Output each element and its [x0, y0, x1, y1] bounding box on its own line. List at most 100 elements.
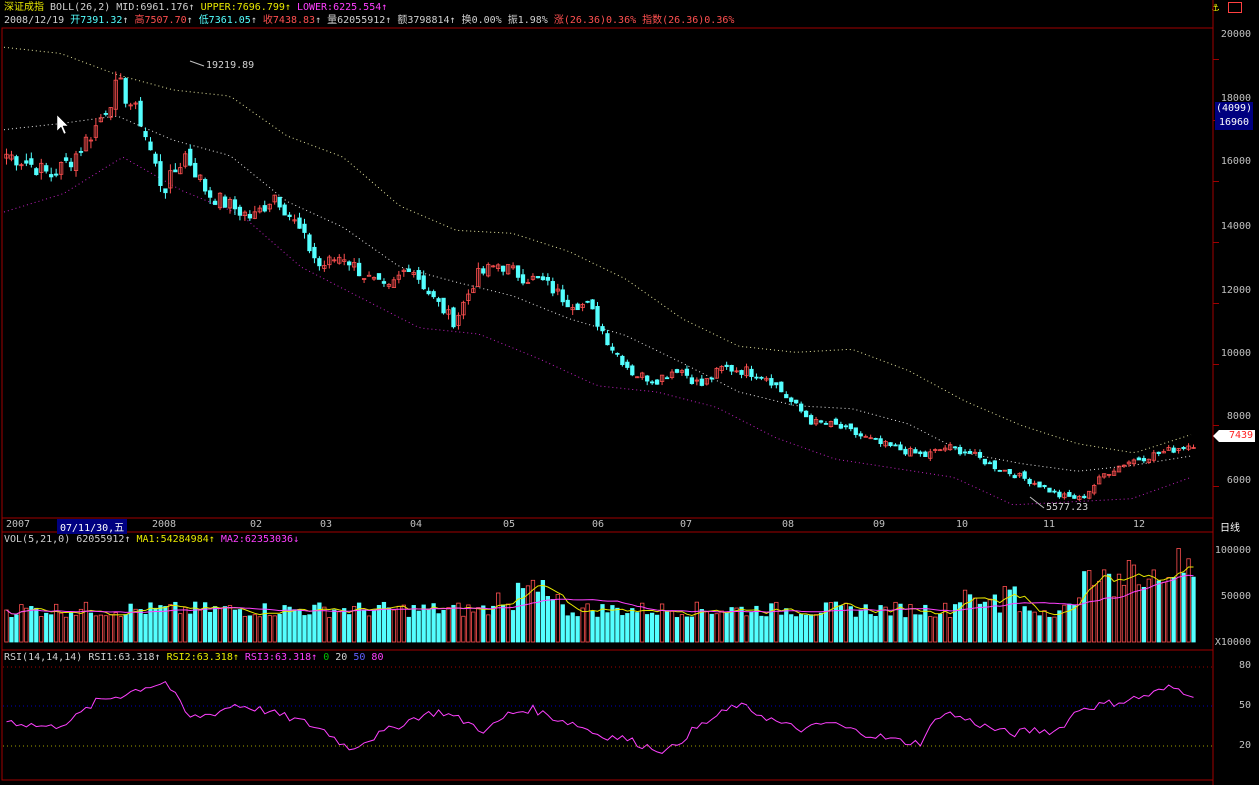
volume-bar — [237, 609, 243, 643]
candle-up — [714, 367, 719, 379]
candle-up — [257, 207, 262, 213]
candle-down — [684, 368, 690, 376]
x-label-07: 07 — [680, 519, 693, 530]
volume-bar — [44, 612, 49, 643]
candle-down — [833, 418, 839, 425]
volume-bar — [128, 603, 133, 643]
volume-bar — [178, 613, 183, 643]
candlesticks — [4, 71, 1196, 501]
volume-bar — [1176, 548, 1181, 643]
boll-mid: MID:6961.176 — [116, 2, 189, 13]
volume-ma2-line — [6, 574, 1194, 615]
volume-bar — [491, 605, 496, 643]
volume-bar — [1131, 564, 1137, 643]
candle-down — [436, 298, 441, 302]
candle-down — [287, 214, 292, 217]
volume-bar — [977, 603, 983, 643]
candle-up — [466, 293, 471, 301]
candle-up — [471, 288, 476, 294]
volume-header: VOL(5,21,0) 62055912↑ MA1:54284984↑ MA2:… — [4, 534, 300, 545]
volume-bar — [287, 606, 292, 643]
candle-down — [575, 303, 580, 311]
volume-bar — [302, 615, 307, 643]
candle-up — [322, 265, 327, 269]
candle-up — [1101, 473, 1107, 478]
volume-bar — [401, 604, 406, 643]
candle-down — [838, 424, 844, 429]
volume-bar — [650, 612, 655, 643]
volume-bar — [461, 615, 466, 643]
candle-up — [659, 374, 665, 382]
volume-bar — [1111, 596, 1117, 643]
volume-bar — [1047, 616, 1052, 643]
candle-down — [540, 276, 546, 281]
volume-bar — [1072, 604, 1077, 643]
candle-down — [24, 160, 29, 164]
price-panel-frame — [1, 27, 1214, 519]
volume-bar — [153, 607, 158, 643]
candle-up — [456, 314, 461, 326]
volume-bar — [714, 613, 719, 643]
volume-bar — [98, 614, 103, 643]
volume-bar — [843, 602, 848, 643]
volume-bar — [1037, 615, 1042, 643]
candle-up — [1121, 464, 1127, 467]
anchor-icon[interactable]: ⚓ — [1212, 0, 1220, 14]
volume-bar — [108, 614, 113, 643]
volume-bar — [481, 605, 486, 643]
candle-down — [535, 276, 541, 279]
volume-bar — [486, 614, 491, 643]
candle-up — [828, 421, 834, 427]
volume-bar — [4, 609, 9, 643]
volume-bar — [992, 594, 997, 643]
candle-up — [128, 104, 133, 107]
candle-down — [1072, 495, 1077, 499]
volume-bar — [1146, 578, 1151, 643]
volume-bar — [799, 614, 804, 643]
candle-down — [54, 173, 59, 176]
window-icon[interactable] — [1228, 2, 1242, 13]
candle-down — [952, 446, 958, 449]
candle-up — [491, 265, 496, 268]
candle-up — [361, 278, 367, 280]
candle-down — [138, 100, 143, 127]
volume-bar — [625, 613, 630, 643]
volume-bar — [88, 612, 94, 643]
candle-up — [108, 107, 113, 118]
candle-up — [1092, 485, 1097, 494]
volume-bar — [446, 607, 451, 643]
volume-bar — [1057, 610, 1062, 643]
volume-bar — [1032, 611, 1037, 643]
volume-bar — [207, 611, 213, 643]
volume-bar — [168, 604, 173, 643]
rsi-tick-50: 50 — [1238, 700, 1251, 711]
volume-bar — [391, 609, 397, 643]
boll-lower: LOWER:6225.554 — [296, 2, 382, 13]
x-label-04: 04 — [410, 519, 423, 530]
volume-bar — [242, 615, 248, 643]
volume-bar — [749, 611, 754, 643]
candle-down — [173, 169, 178, 173]
candle-up — [113, 79, 118, 110]
candle-up — [1176, 448, 1181, 451]
candle-up — [217, 192, 223, 209]
volume-bar — [1007, 589, 1012, 643]
period-daily-button[interactable]: 日线 — [1220, 523, 1240, 534]
volume-bar — [193, 601, 198, 643]
volume-bar — [327, 617, 332, 643]
candle-down — [878, 438, 883, 445]
candle-down — [903, 448, 908, 455]
volume-bar — [620, 615, 625, 643]
candle-up — [868, 437, 873, 440]
candle-down — [689, 377, 695, 384]
volume-bar — [505, 603, 511, 643]
volume-bar — [923, 604, 928, 643]
volume-bar — [1017, 611, 1022, 643]
candle-down — [645, 375, 650, 382]
volume-bar — [1022, 606, 1027, 643]
volume-bar — [962, 589, 968, 643]
vol-tick-100000: 100000 — [1214, 545, 1251, 556]
volume-bar — [724, 612, 729, 643]
candle-down — [426, 290, 431, 295]
